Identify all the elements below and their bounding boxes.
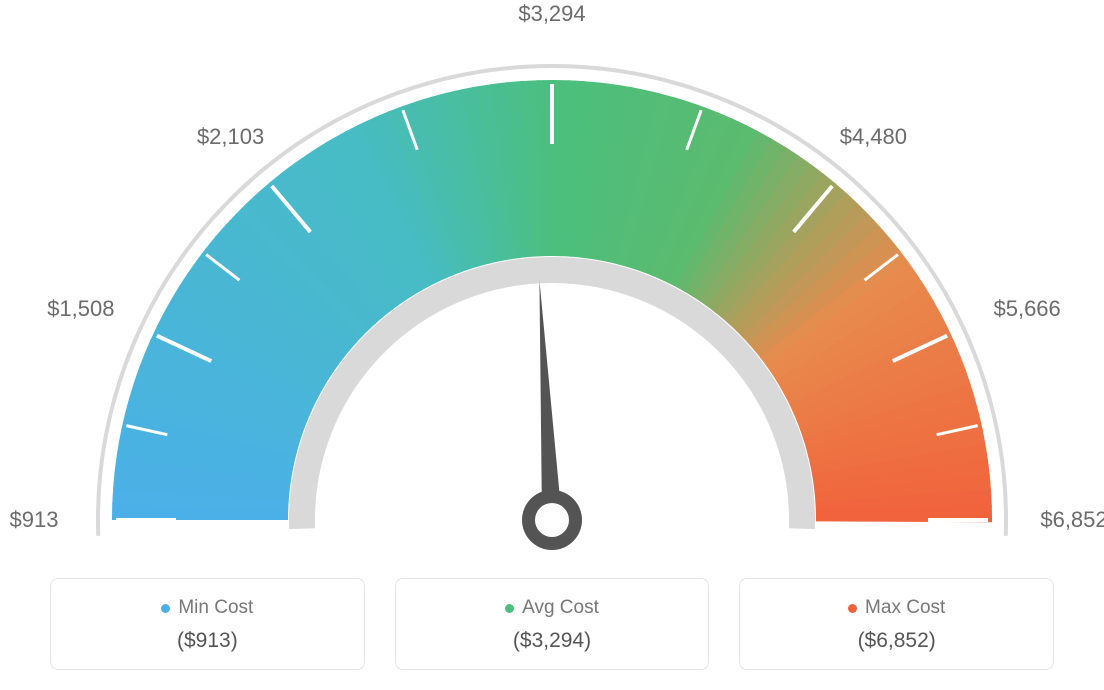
legend-card-avg: Avg Cost ($3,294) (395, 578, 710, 670)
legend-label: Avg Cost (522, 597, 599, 619)
gauge-tick-label: $2,103 (197, 124, 264, 150)
gauge-tick-label: $1,508 (47, 296, 114, 322)
legend-card-min: Min Cost ($913) (50, 578, 365, 670)
legend-title-max: Max Cost (848, 597, 945, 619)
legend-value-avg: ($3,294) (406, 629, 699, 653)
dot-icon (161, 604, 170, 613)
dot-icon (848, 604, 857, 613)
gauge-tick-label: $3,294 (518, 1, 585, 27)
gauge-tick-label: $5,666 (993, 296, 1060, 322)
legend-card-max: Max Cost ($6,852) (739, 578, 1054, 670)
gauge-tick-label: $913 (10, 507, 59, 533)
gauge-tick-label: $4,480 (840, 124, 907, 150)
legend-label: Min Cost (178, 597, 253, 619)
dot-icon (505, 604, 514, 613)
legend-value-max: ($6,852) (750, 629, 1043, 653)
legend-label: Max Cost (865, 597, 945, 619)
gauge-tick-label: $6,852 (1040, 507, 1104, 533)
gauge-needle (539, 280, 562, 520)
legend-title-min: Min Cost (161, 597, 253, 619)
gauge-chart: $913 $1,508 $2,103 $3,294 $4,480 $5,666 $6,852 (0, 0, 1104, 560)
legend-value-min: ($913) (61, 629, 354, 653)
gauge-svg (0, 0, 1104, 560)
legend-row: Min Cost ($913) Avg Cost ($3,294) Max Co… (50, 578, 1054, 670)
legend-title-avg: Avg Cost (505, 597, 599, 619)
